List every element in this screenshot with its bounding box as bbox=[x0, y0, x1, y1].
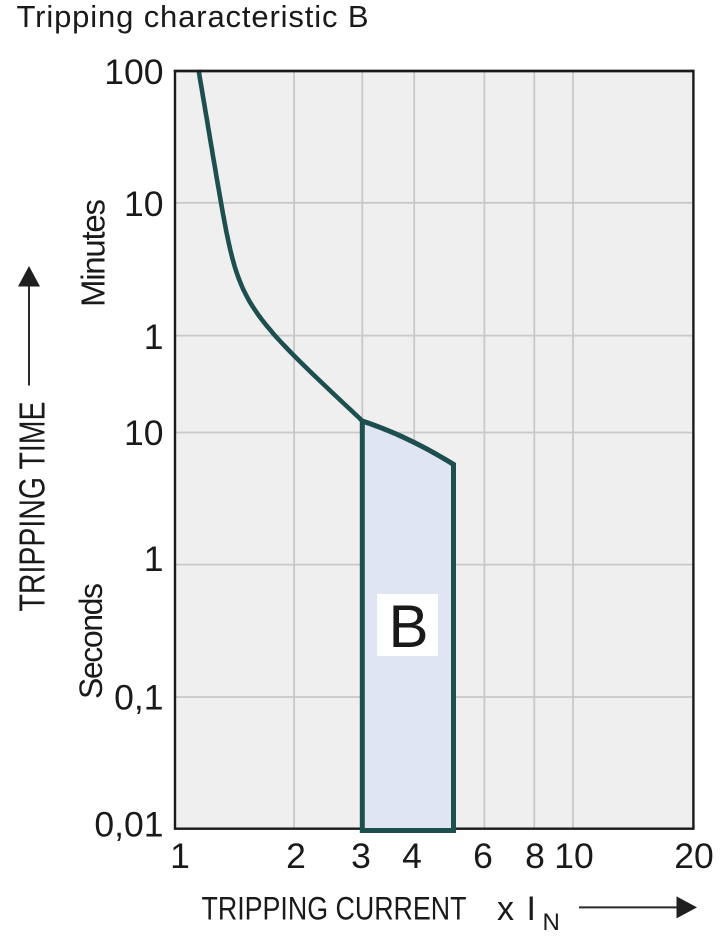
svg-text:2: 2 bbox=[286, 836, 306, 876]
svg-text:1: 1 bbox=[170, 836, 190, 876]
svg-text:B: B bbox=[388, 593, 428, 660]
svg-text:Seconds: Seconds bbox=[73, 583, 109, 699]
svg-text:0,01: 0,01 bbox=[94, 805, 163, 845]
svg-text:10: 10 bbox=[554, 836, 594, 876]
svg-text:TRIPPING TIME: TRIPPING TIME bbox=[12, 402, 53, 612]
svg-text:1: 1 bbox=[144, 539, 164, 579]
svg-text:N: N bbox=[543, 909, 560, 936]
svg-text:4: 4 bbox=[402, 836, 422, 876]
svg-text:Minutes: Minutes bbox=[75, 199, 112, 307]
svg-text:10: 10 bbox=[124, 184, 164, 224]
svg-text:6: 6 bbox=[473, 836, 493, 876]
svg-text:8: 8 bbox=[525, 836, 545, 876]
svg-text:100: 100 bbox=[104, 52, 163, 92]
svg-text:3: 3 bbox=[351, 836, 371, 876]
svg-text:I: I bbox=[527, 890, 536, 928]
svg-text:x: x bbox=[497, 890, 514, 928]
svg-text:0,1: 0,1 bbox=[114, 678, 163, 718]
svg-text:10: 10 bbox=[124, 413, 164, 453]
svg-text:Tripping characteristic B: Tripping characteristic B bbox=[17, 0, 369, 34]
svg-text:TRIPPING CURRENT: TRIPPING CURRENT bbox=[202, 891, 467, 927]
svg-text:1: 1 bbox=[144, 317, 164, 357]
svg-text:20: 20 bbox=[674, 836, 714, 876]
